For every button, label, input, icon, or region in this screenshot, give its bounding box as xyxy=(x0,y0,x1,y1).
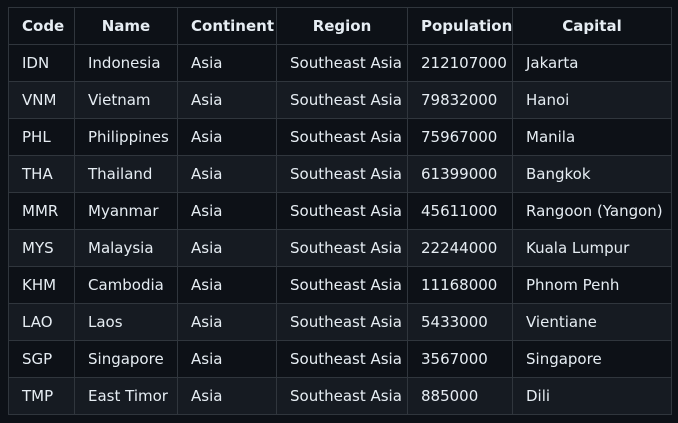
cell-continent: Asia xyxy=(177,118,277,156)
cell-code: PHL xyxy=(8,118,75,156)
column-header-continent: Continent xyxy=(177,7,277,45)
cell-capital: Singapore xyxy=(512,340,672,378)
cell-capital: Phnom Penh xyxy=(512,266,672,304)
cell-name: Philippines xyxy=(74,118,178,156)
cell-name: Vietnam xyxy=(74,81,178,119)
cell-code: MMR xyxy=(8,192,75,230)
table-row: IDN Indonesia Asia Southeast Asia 212107000 J… xyxy=(8,44,672,82)
column-header-code: Code xyxy=(8,7,75,45)
cell-region: Southeast Asia xyxy=(276,192,408,230)
cell-population: 885000 xyxy=(407,377,513,415)
cell-population: 61399000 xyxy=(407,155,513,193)
cell-code: IDN xyxy=(8,44,75,82)
cell-capital: Jakarta xyxy=(512,44,672,82)
cell-name: Cambodia xyxy=(74,266,178,304)
cell-region: Southeast Asia xyxy=(276,377,408,415)
table-header: Code Name Continent Region Population Ca… xyxy=(8,7,672,45)
cell-code: VNM xyxy=(8,81,75,119)
table-row: VNM Vietnam Asia Southeast Asia 79832000 Hano… xyxy=(8,81,672,119)
column-header-region: Region xyxy=(276,7,408,45)
cell-population: 212107000 xyxy=(407,44,513,82)
cell-region: Southeast Asia xyxy=(276,229,408,267)
table-row: MMR Myanmar Asia Southeast Asia 45611000 Rang… xyxy=(8,192,672,230)
cell-capital: Bangkok xyxy=(512,155,672,193)
cell-name: Myanmar xyxy=(74,192,178,230)
cell-population: 45611000 xyxy=(407,192,513,230)
cell-name: Indonesia xyxy=(74,44,178,82)
column-header-name: Name xyxy=(74,7,178,45)
cell-region: Southeast Asia xyxy=(276,81,408,119)
cell-code: SGP xyxy=(8,340,75,378)
cell-name: East Timor xyxy=(74,377,178,415)
cell-code: MYS xyxy=(8,229,75,267)
cell-region: Southeast Asia xyxy=(276,118,408,156)
cell-capital: Manila xyxy=(512,118,672,156)
header-row: Code Name Continent Region Population Ca… xyxy=(8,7,672,45)
cell-name: Thailand xyxy=(74,155,178,193)
cell-continent: Asia xyxy=(177,81,277,119)
table-row: LAO Laos Asia Southeast Asia 5433000 Vientian… xyxy=(8,303,672,341)
cell-region: Southeast Asia xyxy=(276,266,408,304)
cell-population: 79832000 xyxy=(407,81,513,119)
table-row: PHL Philippines Asia Southeast Asia 75967000… xyxy=(8,118,672,156)
table-body: IDN Indonesia Asia Southeast Asia 212107000 J… xyxy=(8,44,672,415)
cell-code: LAO xyxy=(8,303,75,341)
cell-name: Malaysia xyxy=(74,229,178,267)
cell-continent: Asia xyxy=(177,303,277,341)
table-row: TMP East Timor Asia Southeast Asia 885000 Dil… xyxy=(8,377,672,415)
cell-continent: Asia xyxy=(177,155,277,193)
cell-continent: Asia xyxy=(177,192,277,230)
cell-population: 5433000 xyxy=(407,303,513,341)
cell-region: Southeast Asia xyxy=(276,44,408,82)
cell-continent: Asia xyxy=(177,377,277,415)
cell-population: 75967000 xyxy=(407,118,513,156)
cell-capital: Hanoi xyxy=(512,81,672,119)
cell-continent: Asia xyxy=(177,44,277,82)
cell-population: 22244000 xyxy=(407,229,513,267)
cell-name: Singapore xyxy=(74,340,178,378)
cell-population: 3567000 xyxy=(407,340,513,378)
cell-region: Southeast Asia xyxy=(276,303,408,341)
table-row: THA Thailand Asia Southeast Asia 61399000 Ban… xyxy=(8,155,672,193)
cell-code: TMP xyxy=(8,377,75,415)
cell-capital: Kuala Lumpur xyxy=(512,229,672,267)
cell-capital: Rangoon (Yangon) xyxy=(512,192,672,230)
table-row: SGP Singapore Asia Southeast Asia 3567000 Sin… xyxy=(8,340,672,378)
table-row: MYS Malaysia Asia Southeast Asia 22244000 Kua… xyxy=(8,229,672,267)
cell-capital: Vientiane xyxy=(512,303,672,341)
countries-table: Code Name Continent Region Population Ca… xyxy=(8,7,672,415)
cell-region: Southeast Asia xyxy=(276,155,408,193)
column-header-population: Population xyxy=(407,7,513,45)
cell-continent: Asia xyxy=(177,340,277,378)
cell-continent: Asia xyxy=(177,229,277,267)
cell-capital: Dili xyxy=(512,377,672,415)
cell-code: KHM xyxy=(8,266,75,304)
table-row: KHM Cambodia Asia Southeast Asia 11168000 Phn… xyxy=(8,266,672,304)
cell-continent: Asia xyxy=(177,266,277,304)
cell-population: 11168000 xyxy=(407,266,513,304)
cell-name: Laos xyxy=(74,303,178,341)
cell-code: THA xyxy=(8,155,75,193)
column-header-capital: Capital xyxy=(512,7,672,45)
cell-region: Southeast Asia xyxy=(276,340,408,378)
